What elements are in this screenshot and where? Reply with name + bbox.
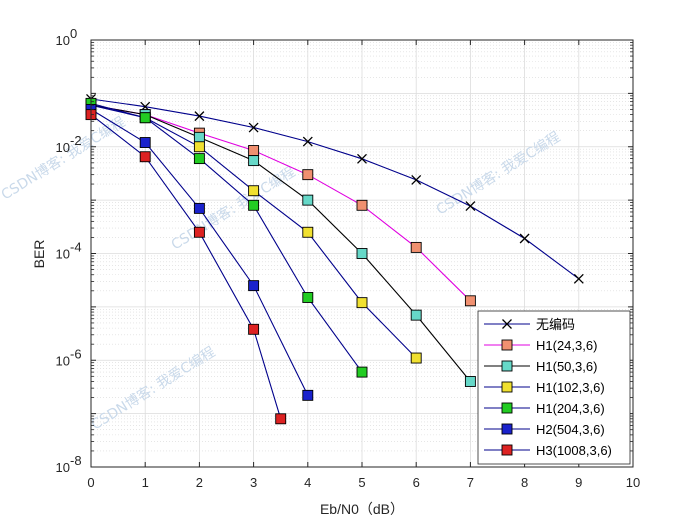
y-tick-label: 10 [56,140,70,155]
legend-item: H1(50,3,6) [484,359,597,374]
legend-item: H1(24,3,6) [484,338,597,353]
y-tick-exponent: -2 [70,133,82,148]
data-point [519,233,530,244]
data-point [356,248,368,259]
y-tick-label: 10 [56,353,70,368]
data-point [248,122,259,133]
data-point [356,366,368,378]
legend-label: H1(102,3,6) [536,380,605,395]
x-tick-label: 9 [575,475,582,490]
data-point [410,352,422,364]
legend-item: H2(504,3,6) [484,422,605,437]
legend-item: H1(102,3,6) [484,380,605,395]
data-point [464,295,476,307]
y-axis-label: BER [31,240,47,269]
data-point [501,444,513,456]
series-line [90,98,580,280]
data-point [501,423,513,435]
ticks [90,39,634,468]
legend-label: H3(1008,3,6) [536,443,612,458]
data-point [356,199,368,211]
data-point [501,381,513,393]
series-line [90,104,471,382]
y-tick-exponent: 0 [70,26,77,41]
data-point [302,292,314,303]
x-tick-label: 1 [142,475,149,490]
data-point [501,360,513,372]
y-tick-exponent: -6 [70,346,82,361]
y-tick-exponent: -4 [70,240,82,255]
data-point [248,145,260,156]
data-point [501,339,513,351]
data-point [275,413,287,425]
data-point [193,141,205,153]
y-tick-label: 10 [56,33,70,48]
x-tick-label: 10 [626,475,640,490]
x-tick-label: 0 [87,475,94,490]
data-point [302,226,314,238]
legend: 无编码 H1(24,3,6) H1(50,3,6) H1(102,3,6) H1(204… [477,310,631,465]
data-point [356,297,368,309]
x-tick-label: 4 [304,475,311,490]
x-tick-label: 8 [521,475,528,490]
data-point [357,153,367,164]
data-point [501,402,513,414]
data-point [248,185,260,197]
data-point [139,137,151,148]
series-line [90,102,363,373]
data-point [573,273,584,284]
data-point [502,319,512,329]
data-point [302,136,313,147]
y-tick-label: 10 [56,247,70,262]
legend-item: 无编码 [484,317,575,332]
data-point [248,199,260,211]
x-tick-label: 6 [413,475,420,490]
legend-label: H1(24,3,6) [536,338,597,353]
y-tick-exponent: -8 [70,453,82,468]
data-point [194,111,205,122]
data-point [302,169,314,181]
data-point [193,131,205,143]
series-line [90,104,471,302]
data-point [410,241,422,253]
data-point [302,194,314,206]
legend-label: 无编码 [536,317,575,332]
legend-item: H1(204,3,6) [484,401,605,416]
y-tick-label: 10 [56,460,70,475]
data-point [248,155,260,167]
data-point [410,309,422,321]
data-point [139,112,151,124]
data-point [193,226,205,238]
legend-item: H3(1008,3,6) [484,443,612,458]
x-tick-label: 5 [358,475,365,490]
legend-label: H1(204,3,6) [536,401,605,416]
x-tick-label: 2 [196,475,203,490]
data-point [464,376,476,387]
data-point [193,202,205,214]
data-point [139,151,151,163]
data-point [302,389,314,401]
x-tick-label: 3 [250,475,257,490]
x-tick-label: 7 [467,475,474,490]
x-axis-label: Eb/N0（dB） [320,501,404,517]
legend-label: H2(504,3,6) [536,422,605,437]
data-point [248,280,260,292]
legend-label: H1(50,3,6) [536,359,597,374]
data-point [465,201,476,212]
data-point [411,174,422,185]
data-point [248,323,260,335]
data-point [193,153,205,165]
series [85,97,368,378]
